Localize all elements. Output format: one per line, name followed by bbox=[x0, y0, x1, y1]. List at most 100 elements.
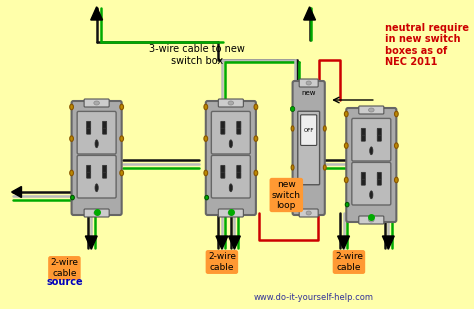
FancyBboxPatch shape bbox=[346, 108, 396, 222]
Ellipse shape bbox=[70, 136, 73, 142]
Text: 2-wire
cable: 2-wire cable bbox=[50, 258, 78, 278]
Ellipse shape bbox=[205, 195, 209, 200]
Ellipse shape bbox=[71, 195, 74, 200]
FancyBboxPatch shape bbox=[292, 81, 325, 215]
Ellipse shape bbox=[94, 211, 100, 215]
FancyBboxPatch shape bbox=[361, 135, 365, 141]
Ellipse shape bbox=[394, 177, 398, 183]
Ellipse shape bbox=[345, 202, 349, 207]
Ellipse shape bbox=[228, 211, 234, 215]
FancyBboxPatch shape bbox=[84, 209, 109, 217]
FancyBboxPatch shape bbox=[359, 106, 384, 114]
FancyBboxPatch shape bbox=[221, 121, 225, 128]
Ellipse shape bbox=[254, 104, 258, 110]
FancyBboxPatch shape bbox=[301, 115, 317, 146]
FancyBboxPatch shape bbox=[102, 172, 107, 178]
Ellipse shape bbox=[306, 81, 311, 85]
FancyBboxPatch shape bbox=[206, 101, 256, 215]
Polygon shape bbox=[12, 187, 21, 197]
Ellipse shape bbox=[228, 101, 234, 105]
FancyBboxPatch shape bbox=[221, 165, 225, 172]
FancyBboxPatch shape bbox=[352, 163, 391, 205]
FancyBboxPatch shape bbox=[77, 112, 116, 154]
Ellipse shape bbox=[323, 165, 326, 170]
FancyBboxPatch shape bbox=[361, 179, 365, 185]
FancyBboxPatch shape bbox=[87, 128, 91, 134]
FancyBboxPatch shape bbox=[211, 155, 250, 198]
Ellipse shape bbox=[368, 108, 374, 112]
FancyBboxPatch shape bbox=[237, 128, 241, 134]
Ellipse shape bbox=[254, 170, 258, 176]
FancyBboxPatch shape bbox=[361, 128, 365, 135]
FancyBboxPatch shape bbox=[221, 172, 225, 178]
FancyBboxPatch shape bbox=[237, 165, 241, 172]
Ellipse shape bbox=[254, 136, 258, 142]
Polygon shape bbox=[85, 236, 97, 249]
Text: new: new bbox=[301, 90, 316, 96]
FancyBboxPatch shape bbox=[299, 79, 318, 87]
FancyBboxPatch shape bbox=[237, 172, 241, 178]
FancyBboxPatch shape bbox=[377, 135, 382, 141]
Ellipse shape bbox=[204, 136, 208, 142]
Text: 3-wire cable to new
switch box: 3-wire cable to new switch box bbox=[149, 44, 245, 66]
Ellipse shape bbox=[345, 143, 348, 148]
Ellipse shape bbox=[394, 143, 398, 148]
FancyBboxPatch shape bbox=[72, 101, 122, 215]
Ellipse shape bbox=[229, 184, 232, 192]
FancyBboxPatch shape bbox=[377, 128, 382, 135]
FancyBboxPatch shape bbox=[219, 99, 243, 107]
Polygon shape bbox=[228, 236, 240, 249]
FancyBboxPatch shape bbox=[221, 128, 225, 134]
Polygon shape bbox=[216, 236, 228, 249]
Polygon shape bbox=[91, 7, 102, 20]
Ellipse shape bbox=[204, 170, 208, 176]
Ellipse shape bbox=[120, 170, 124, 176]
Ellipse shape bbox=[95, 184, 98, 192]
FancyBboxPatch shape bbox=[299, 209, 318, 217]
FancyBboxPatch shape bbox=[361, 172, 365, 179]
FancyBboxPatch shape bbox=[87, 165, 91, 172]
FancyBboxPatch shape bbox=[87, 121, 91, 128]
Ellipse shape bbox=[323, 126, 326, 131]
Text: new
switch
loop: new switch loop bbox=[272, 180, 301, 210]
FancyBboxPatch shape bbox=[102, 165, 107, 172]
FancyBboxPatch shape bbox=[102, 121, 107, 128]
Ellipse shape bbox=[70, 104, 73, 110]
FancyBboxPatch shape bbox=[77, 155, 116, 198]
Text: source: source bbox=[46, 277, 83, 287]
Polygon shape bbox=[383, 236, 394, 249]
Text: OFF: OFF bbox=[303, 128, 314, 133]
Ellipse shape bbox=[120, 136, 124, 142]
FancyBboxPatch shape bbox=[377, 179, 382, 185]
Ellipse shape bbox=[370, 191, 373, 199]
Ellipse shape bbox=[229, 140, 232, 148]
FancyBboxPatch shape bbox=[359, 216, 384, 224]
FancyBboxPatch shape bbox=[298, 111, 319, 185]
Ellipse shape bbox=[291, 126, 294, 131]
Ellipse shape bbox=[291, 107, 295, 112]
Ellipse shape bbox=[204, 104, 208, 110]
Ellipse shape bbox=[95, 140, 98, 148]
FancyBboxPatch shape bbox=[87, 172, 91, 178]
FancyBboxPatch shape bbox=[211, 112, 250, 154]
FancyBboxPatch shape bbox=[237, 121, 241, 128]
FancyBboxPatch shape bbox=[352, 118, 391, 161]
Polygon shape bbox=[337, 236, 349, 249]
Ellipse shape bbox=[345, 111, 348, 117]
Ellipse shape bbox=[368, 218, 374, 222]
Ellipse shape bbox=[394, 111, 398, 117]
Text: 2-wire
cable: 2-wire cable bbox=[335, 252, 363, 272]
FancyBboxPatch shape bbox=[219, 209, 243, 217]
Text: www.do-it-yourself-help.com: www.do-it-yourself-help.com bbox=[253, 293, 373, 302]
Ellipse shape bbox=[306, 211, 311, 215]
Ellipse shape bbox=[370, 147, 373, 155]
Ellipse shape bbox=[345, 177, 348, 183]
Ellipse shape bbox=[70, 170, 73, 176]
FancyBboxPatch shape bbox=[102, 128, 107, 134]
Text: neutral require
in new switch
boxes as of
NEC 2011: neutral require in new switch boxes as o… bbox=[385, 23, 469, 67]
Polygon shape bbox=[304, 7, 316, 20]
Ellipse shape bbox=[94, 101, 100, 105]
Ellipse shape bbox=[291, 165, 294, 170]
FancyBboxPatch shape bbox=[377, 172, 382, 179]
Text: 2-wire
cable: 2-wire cable bbox=[208, 252, 236, 272]
